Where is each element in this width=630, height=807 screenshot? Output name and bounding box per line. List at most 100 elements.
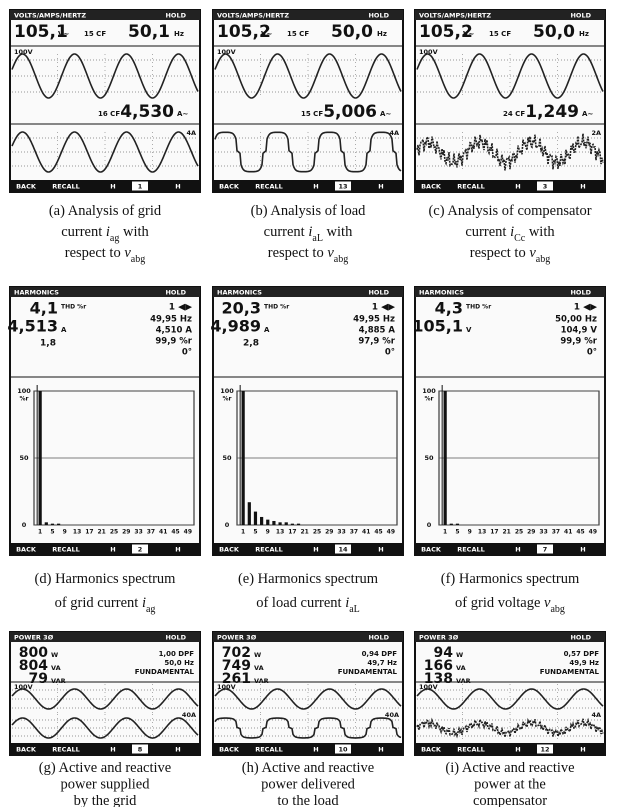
main-reading: 4,989 — [210, 317, 261, 336]
caption-text: abg — [334, 254, 348, 265]
screen-text: 49,7 Hz — [367, 659, 397, 667]
screen-footer — [10, 180, 200, 192]
x-tick-label: 37 — [552, 529, 560, 536]
caption-line: (i) Active and reactive — [445, 760, 574, 776]
caption-text: abg — [131, 254, 145, 265]
footer-item: H — [515, 546, 520, 554]
footer-item: RECALL — [457, 546, 485, 554]
y-tick-label: 100 — [422, 387, 436, 395]
footer-item: H — [110, 546, 115, 554]
caption-text: (g) Active and reactive — [39, 760, 171, 776]
current-reading: 1,249 — [525, 102, 579, 122]
screen-text: 97,9 %r — [358, 337, 395, 347]
caption-line: of grid current iag — [55, 595, 156, 614]
screen-header-text: POWER 3Ø — [419, 634, 459, 642]
screen-footer — [415, 543, 605, 555]
harmonic-bar — [248, 502, 251, 525]
y-tick-label: 0 — [427, 521, 432, 529]
footer-item: H — [313, 183, 318, 191]
footer-item: H — [580, 183, 585, 191]
main-reading: 4,513 — [7, 317, 58, 336]
caption-text: current — [264, 224, 309, 240]
screen-text: 0° — [182, 348, 192, 358]
harmonic-bar — [57, 524, 60, 525]
screen-text: 40A — [182, 711, 196, 719]
y-tick-label: 100 — [17, 387, 31, 395]
screen-text: 16 CF — [98, 110, 120, 118]
footer-item: H — [175, 546, 180, 554]
footer-item: RECALL — [52, 546, 80, 554]
screen-text: V~ — [463, 30, 474, 38]
caption-text: with — [323, 224, 353, 240]
x-tick-label: 21 — [301, 529, 309, 536]
screen-footer — [213, 543, 403, 555]
caption-text: of grid current — [55, 595, 142, 611]
screen-header-text: VOLTS/AMPS/HERTZ — [419, 12, 491, 20]
y-unit: %r — [20, 396, 29, 403]
screen-text: THD %r — [264, 304, 289, 311]
x-tick-label: 45 — [171, 529, 179, 536]
hold-label: HOLD — [368, 634, 389, 642]
screen-text: 2,8 — [243, 339, 259, 349]
caption-text: power delivered — [261, 777, 356, 793]
x-tick-label: 41 — [564, 529, 572, 536]
instrument-screen: POWER 3ØHOLD800W804VA79VAR1,00 DPF50,0 H… — [10, 632, 200, 755]
caption-line: current iaL with — [264, 224, 353, 243]
y-tick-label: 100 — [220, 387, 234, 395]
screen-text: 4A — [591, 711, 601, 719]
caption-text: of load current — [256, 595, 345, 611]
hold-label: HOLD — [165, 289, 186, 297]
y-tick-label: 50 — [424, 454, 434, 462]
caption-text: ag — [146, 604, 155, 615]
x-tick-label: 29 — [122, 529, 130, 536]
footer-item: H — [313, 746, 318, 754]
screen-text: 104,9 V — [561, 326, 598, 336]
harmonic-bar — [444, 391, 447, 525]
footer-item: BACK — [219, 746, 240, 754]
caption-line: power supplied — [61, 777, 151, 793]
x-tick-label: 5 — [253, 529, 257, 536]
instrument-screen: POWER 3ØHOLD94W166VA138VAR0,57 DPF49,9 H… — [415, 632, 605, 755]
caption-text: respect to — [470, 245, 530, 261]
caption-text: (e) Harmonics spectrum — [238, 571, 379, 587]
screen-text: 1 ◀▶ — [169, 303, 192, 313]
screen-header-text: HARMONICS — [14, 289, 59, 297]
x-tick-label: 25 — [515, 529, 523, 536]
screen-text: 4A — [186, 129, 196, 137]
screen-text: V — [466, 326, 472, 334]
footer-item: RECALL — [255, 546, 283, 554]
screen-footer — [213, 743, 403, 755]
power-unit: W — [254, 651, 261, 659]
x-tick-label: 9 — [63, 529, 67, 536]
frequency-reading: 50,1 — [128, 22, 170, 42]
screen-text: 49,95 Hz — [353, 315, 395, 325]
thd-reading: 4,3 — [435, 299, 463, 318]
footer-item: BACK — [421, 746, 442, 754]
power-unit: VAR — [51, 677, 66, 685]
screen-text: 1,00 DPF — [159, 650, 195, 658]
footer-item: BACK — [421, 546, 442, 554]
caption-text: compensator — [473, 793, 547, 807]
caption-text: current — [465, 224, 510, 240]
caption-text: (a) Analysis of grid — [49, 203, 162, 219]
harmonic-bar — [39, 391, 42, 525]
caption-text: aL — [312, 233, 323, 244]
footer-item: 13 — [338, 183, 347, 191]
x-tick-label: 41 — [159, 529, 167, 536]
power-unit: VA — [51, 664, 61, 672]
screen-footer — [415, 743, 605, 755]
caption-text: abg — [536, 254, 550, 265]
caption-text: power supplied — [61, 777, 151, 793]
screen-footer — [10, 543, 200, 555]
caption-text: of grid voltage — [455, 595, 544, 611]
footer-item: 10 — [338, 746, 348, 754]
screen-text: 24 CF — [503, 110, 525, 118]
harmonic-bar — [266, 520, 269, 525]
harmonic-bar — [450, 524, 453, 525]
footer-item: H — [580, 546, 585, 554]
footer-item: H — [515, 183, 520, 191]
x-tick-label: 25 — [110, 529, 118, 536]
x-tick-label: 37 — [147, 529, 155, 536]
harmonic-bar — [285, 522, 288, 525]
harmonic-bar — [297, 524, 300, 525]
